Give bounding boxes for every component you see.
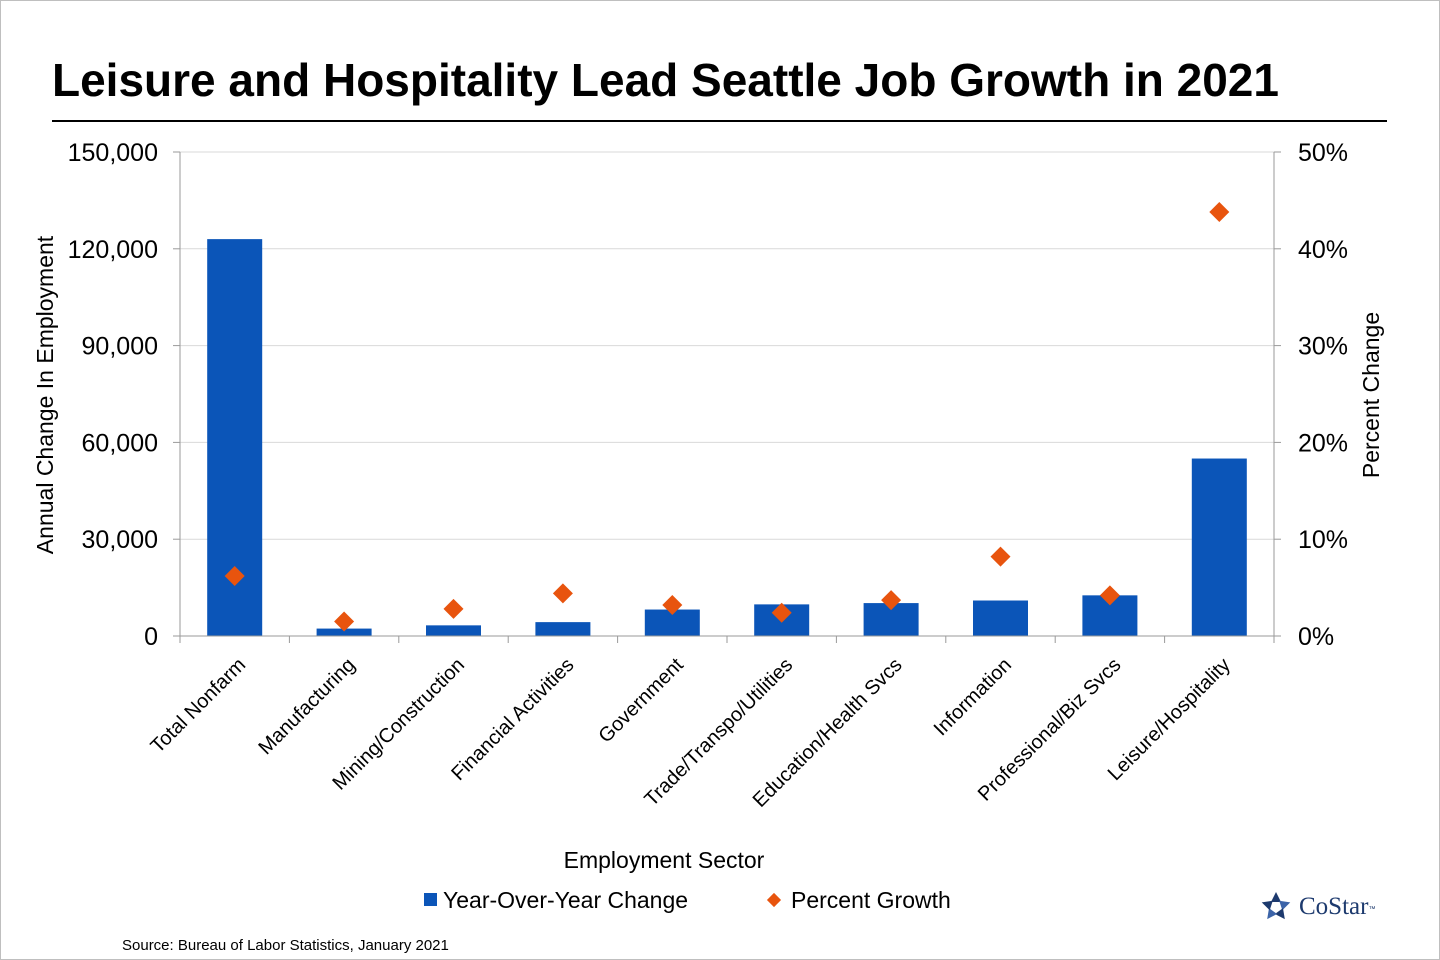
bar-series	[207, 239, 1247, 636]
point-series	[224, 202, 1230, 632]
y2-tick-label: 10%	[1298, 526, 1348, 554]
point	[224, 565, 245, 586]
bar	[973, 600, 1028, 636]
right-tick-labels: 0% 10% 20% 30% 40% 50%	[1298, 139, 1348, 651]
costar-logo: CoStar ™	[1259, 890, 1375, 924]
y2-axis-title: Percent Change	[1358, 312, 1384, 478]
legend-swatch-diamond	[766, 892, 782, 908]
legend-item-bars: Year-Over-Year Change	[424, 886, 688, 914]
point	[443, 598, 464, 619]
bar	[535, 622, 591, 636]
y2-tick-label: 40%	[1298, 236, 1348, 264]
x-tick-label: Leisure/Hospitality	[1104, 654, 1235, 785]
costar-wordmark: CoStar	[1299, 893, 1369, 920]
point	[881, 590, 902, 611]
point	[1099, 585, 1120, 606]
legend-swatch-square	[424, 893, 437, 906]
y2-tick-label: 20%	[1298, 429, 1348, 457]
y-tick-label: 60,000	[82, 429, 158, 457]
category-labels: Total Nonfarm ManufacturingMining/Constru…	[147, 654, 1235, 812]
x-tick-label: Total Nonfarm	[147, 654, 251, 758]
y2-tick-label: 0%	[1298, 623, 1334, 651]
x-tick-label: Government	[594, 654, 688, 748]
left-tick-labels: 0 30,000 60,000 90,000 120,000 150,000	[68, 139, 158, 651]
y-axis-title: Annual Change In Employment	[32, 235, 58, 554]
point	[771, 602, 792, 623]
bar	[316, 628, 372, 636]
point	[990, 546, 1011, 567]
x-axis-title: Employment Sector	[564, 847, 765, 873]
bar	[1191, 458, 1247, 636]
y-tick-label: 90,000	[82, 333, 158, 361]
title-rule	[52, 120, 1387, 122]
axes	[173, 151, 1281, 643]
source-note: Source: Bureau of Labor Statistics, Janu…	[122, 937, 449, 954]
x-tick-label: Information	[930, 654, 1016, 740]
y-tick-label: 150,000	[68, 139, 158, 167]
gridlines	[180, 151, 1274, 540]
x-tick-label: Financial Activities	[447, 654, 578, 785]
bar	[426, 625, 481, 636]
point	[552, 583, 573, 604]
y-tick-label: 0	[144, 623, 158, 651]
y-tick-label: 30,000	[82, 526, 158, 554]
legend-label-bars: Year-Over-Year Change	[443, 887, 689, 913]
legend-label-points: Percent Growth	[791, 887, 951, 913]
legend-item-points: Percent Growth	[766, 886, 951, 914]
x-tick-label: Manufacturing	[254, 654, 359, 759]
y2-tick-label: 30%	[1298, 333, 1348, 361]
point	[662, 595, 683, 616]
costar-trademark: ™	[1368, 905, 1376, 913]
point	[1209, 202, 1230, 223]
chart-title: Leisure and Hospitality Lead Seattle Job…	[52, 54, 1279, 106]
point	[334, 611, 355, 632]
costar-star-icon	[1261, 892, 1291, 920]
y-tick-label: 120,000	[68, 236, 158, 264]
y2-tick-label: 50%	[1298, 139, 1348, 167]
